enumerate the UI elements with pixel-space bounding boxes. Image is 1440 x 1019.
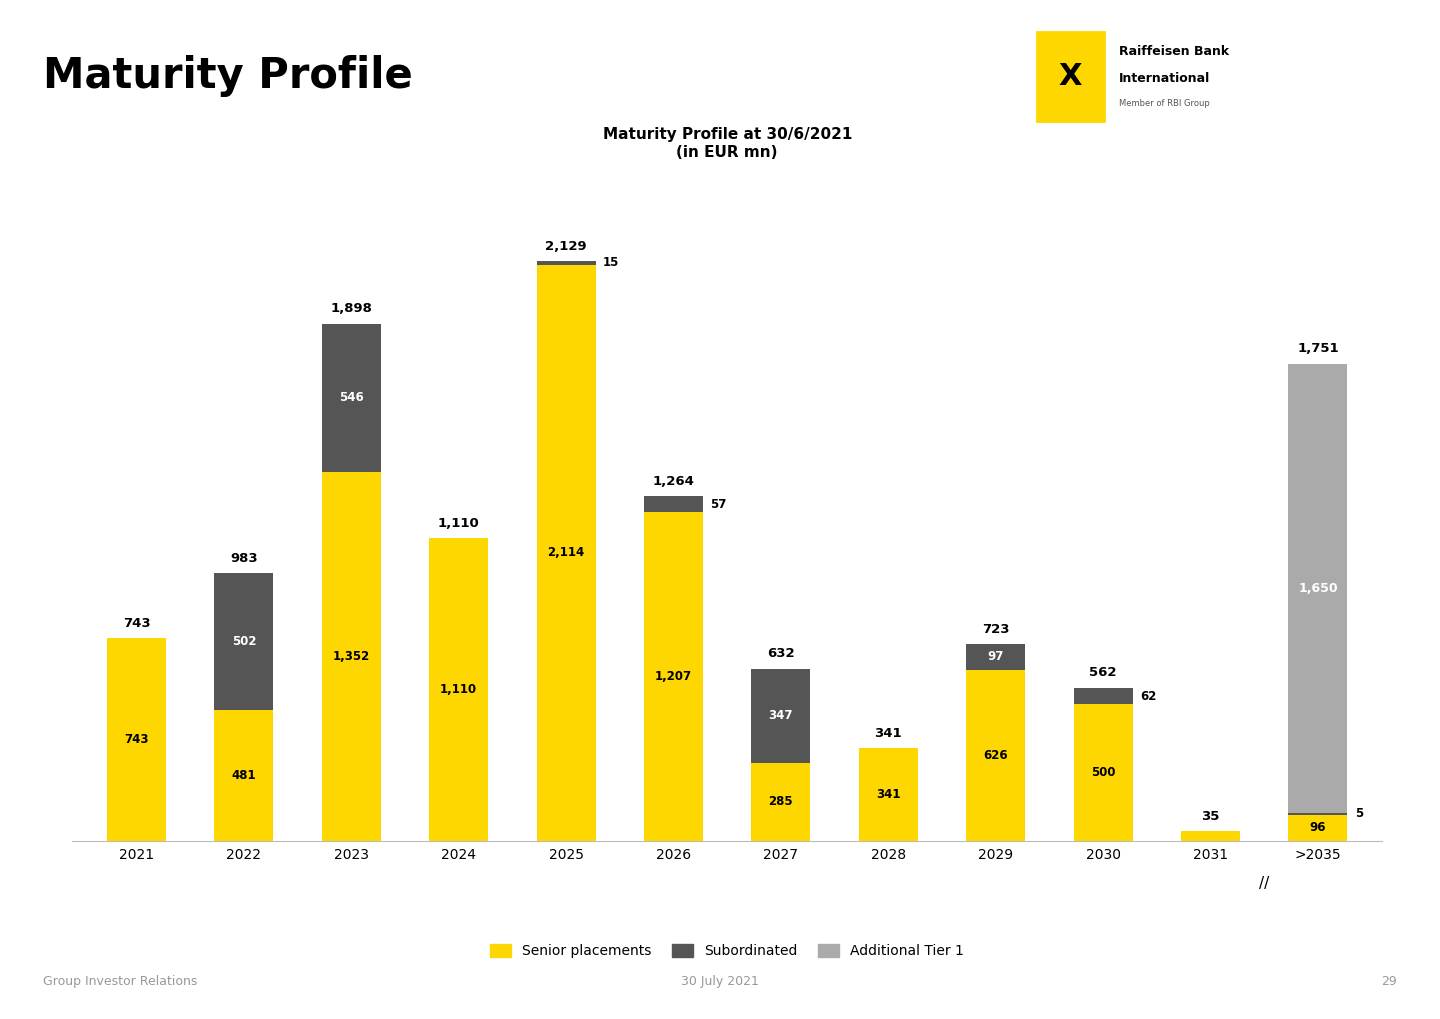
Bar <box>966 644 1025 671</box>
Text: 983: 983 <box>230 551 258 565</box>
Text: 29: 29 <box>1381 974 1397 987</box>
Text: Maturity Profile: Maturity Profile <box>43 55 413 98</box>
Text: 1,650: 1,650 <box>1297 582 1338 595</box>
Text: 500: 500 <box>1092 766 1116 780</box>
Bar <box>752 668 811 763</box>
Title: Maturity Profile at 30/6/2021
(in EUR mn): Maturity Profile at 30/6/2021 (in EUR mn… <box>602 127 852 160</box>
Text: International: International <box>1119 72 1211 86</box>
Text: 62: 62 <box>1140 690 1156 702</box>
Text: 341: 341 <box>876 788 900 801</box>
Legend: Senior placements, Subordinated, Additional Tier 1: Senior placements, Subordinated, Additio… <box>485 938 969 964</box>
Text: 5: 5 <box>1355 807 1364 820</box>
Text: 2,129: 2,129 <box>546 239 588 253</box>
Text: 632: 632 <box>768 647 795 660</box>
Text: 57: 57 <box>710 497 727 511</box>
Bar <box>1289 364 1348 813</box>
Text: 2,114: 2,114 <box>547 546 585 559</box>
Text: 1,264: 1,264 <box>652 475 694 488</box>
Bar <box>321 324 380 473</box>
Text: 1,898: 1,898 <box>330 303 372 316</box>
Text: 546: 546 <box>338 391 364 405</box>
Bar <box>321 473 380 841</box>
Text: 15: 15 <box>603 256 619 269</box>
Bar <box>858 748 917 841</box>
Bar <box>752 763 811 841</box>
Text: 1,751: 1,751 <box>1297 342 1339 356</box>
Bar <box>1074 704 1133 841</box>
Text: //: // <box>1259 876 1270 891</box>
Text: 96: 96 <box>1310 821 1326 835</box>
Bar <box>644 496 703 512</box>
Bar <box>1037 32 1104 121</box>
Text: 1,207: 1,207 <box>655 669 693 683</box>
Bar <box>644 512 703 841</box>
Text: 626: 626 <box>984 749 1008 762</box>
Bar <box>215 709 274 841</box>
Bar <box>1074 688 1133 704</box>
Bar <box>107 638 166 841</box>
Text: 502: 502 <box>232 635 256 648</box>
Text: Member of RBI Group: Member of RBI Group <box>1119 99 1210 108</box>
Text: 562: 562 <box>1090 666 1117 680</box>
Text: 35: 35 <box>1201 810 1220 823</box>
Text: 97: 97 <box>988 650 1004 663</box>
Text: 1,110: 1,110 <box>438 517 480 530</box>
Bar <box>966 671 1025 841</box>
Text: 285: 285 <box>769 796 793 808</box>
Bar <box>1289 814 1348 841</box>
Bar <box>537 265 596 841</box>
Text: Raiffeisen Bank: Raiffeisen Bank <box>1119 45 1230 58</box>
Text: 481: 481 <box>232 768 256 782</box>
Bar <box>537 261 596 265</box>
Text: 347: 347 <box>769 709 793 722</box>
Bar <box>1289 813 1348 814</box>
Bar <box>215 573 274 709</box>
Text: X: X <box>1058 62 1083 91</box>
Text: 1,110: 1,110 <box>441 683 477 696</box>
Bar <box>1181 832 1240 841</box>
Text: 723: 723 <box>982 623 1009 636</box>
Bar <box>429 538 488 841</box>
Text: 341: 341 <box>874 727 901 740</box>
Text: 743: 743 <box>122 618 150 630</box>
Text: 1,352: 1,352 <box>333 650 370 663</box>
Text: 30 July 2021: 30 July 2021 <box>681 974 759 987</box>
Text: 743: 743 <box>124 733 148 746</box>
Text: Group Investor Relations: Group Investor Relations <box>43 974 197 987</box>
